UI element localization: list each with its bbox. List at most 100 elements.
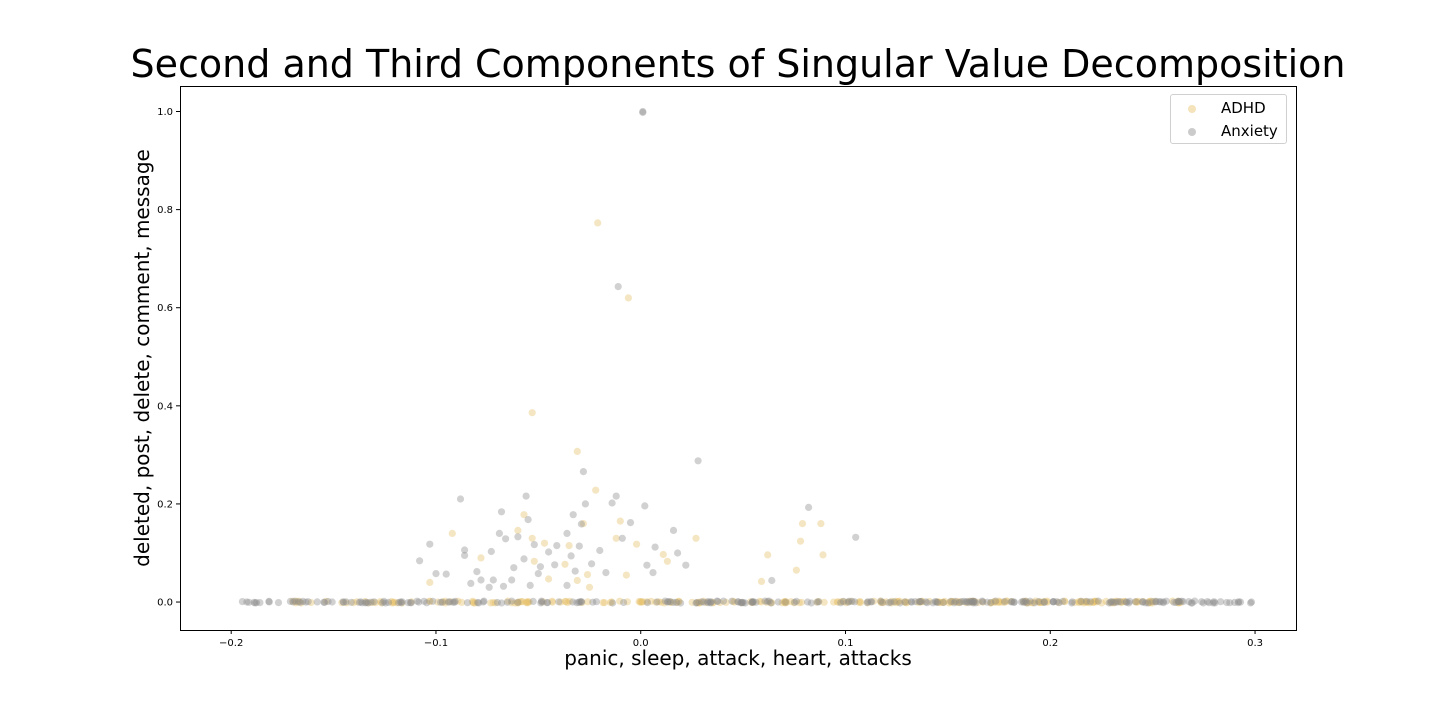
anxiety-baseline-point (1049, 598, 1058, 606)
adhd-baseline-point (639, 598, 647, 606)
anxiety-baseline-point (962, 598, 970, 606)
adhd-baseline-point (790, 599, 798, 607)
adhd-baseline-point (939, 598, 948, 607)
adhd-baseline-point (608, 598, 616, 606)
adhd-baseline-point (322, 597, 330, 605)
anxiety-baseline-point (748, 598, 756, 607)
anxiety-baseline-point (1199, 599, 1207, 607)
anxiety-baseline-point (767, 599, 775, 607)
anxiety-baseline-point (1049, 598, 1057, 606)
adhd-data-point (528, 534, 536, 542)
anxiety-baseline-point (867, 598, 875, 606)
anxiety-data-point (575, 542, 583, 550)
adhd-baseline-point (864, 599, 872, 607)
adhd-baseline-point (767, 599, 775, 607)
anxiety-baseline-point (950, 599, 958, 607)
anxiety-baseline-point (706, 598, 714, 606)
anxiety-baseline-point (1179, 598, 1187, 606)
anxiety-data-point (577, 520, 586, 528)
anxiety-baseline-point (968, 597, 977, 605)
anxiety-baseline-point (355, 598, 363, 607)
adhd-baseline-point (1000, 598, 1009, 607)
anxiety-baseline-point (1094, 597, 1102, 605)
adhd-baseline-point (377, 599, 385, 607)
anxiety-baseline-point (320, 598, 329, 607)
anxiety-baseline-point (1247, 599, 1255, 607)
anxiety-baseline-point (992, 597, 1000, 605)
anxiety-data-point (497, 508, 506, 516)
adhd-baseline-point (900, 598, 909, 606)
anxiety-baseline-point (265, 597, 273, 606)
x-tick-label: 0.3 (1247, 638, 1263, 649)
anxiety-baseline-point (868, 598, 876, 606)
anxiety-baseline-point (449, 598, 457, 606)
adhd-baseline-point (1090, 597, 1098, 605)
adhd-baseline-point (902, 599, 911, 607)
adhd-baseline-point (844, 598, 852, 606)
anxiety-data-point (563, 529, 571, 538)
anxiety-data-point (461, 546, 469, 554)
adhd-baseline-point (1061, 597, 1069, 605)
adhd-baseline-point (763, 598, 771, 606)
anxiety-baseline-point (845, 597, 853, 605)
anxiety-baseline-point (987, 598, 995, 607)
anxiety-baseline-point (407, 599, 415, 607)
anxiety-baseline-point (885, 599, 893, 607)
adhd-baseline-point (839, 598, 847, 606)
anxiety-baseline-point (537, 599, 545, 607)
adhd-baseline-point (289, 597, 297, 605)
adhd-baseline-point (1174, 599, 1182, 607)
anxiety-baseline-point (1247, 598, 1256, 606)
anxiety-baseline-point (1031, 599, 1039, 607)
adhd-baseline-point (716, 599, 724, 607)
anxiety-data-point (581, 500, 590, 508)
anxiety-baseline-point (573, 599, 581, 607)
adhd-baseline-point (729, 597, 737, 605)
adhd-baseline-point (514, 599, 522, 607)
anxiety-data-point (524, 516, 532, 524)
adhd-baseline-point (673, 598, 681, 607)
adhd-baseline-point (1002, 597, 1011, 605)
anxiety-data-point (639, 108, 647, 117)
anxiety-baseline-point (436, 598, 445, 606)
anxiety-baseline-point (666, 598, 674, 606)
anxiety-data-point (852, 533, 860, 541)
adhd-baseline-point (969, 598, 977, 606)
anxiety-baseline-point (620, 598, 628, 607)
anxiety-data-point (579, 468, 588, 476)
adhd-baseline-point (1041, 597, 1049, 606)
adhd-baseline-point (295, 597, 303, 605)
anxiety-baseline-point (939, 598, 948, 607)
anxiety-baseline-point (1077, 597, 1085, 606)
anxiety-baseline-point (367, 598, 375, 606)
anxiety-baseline-point (320, 598, 328, 606)
adhd-baseline-point (675, 598, 683, 606)
anxiety-baseline-point (1223, 598, 1231, 607)
adhd-baseline-point (798, 598, 806, 606)
anxiety-baseline-point (1234, 599, 1242, 607)
adhd-baseline-point (655, 598, 663, 606)
adhd-data-point (573, 576, 581, 585)
anxiety-baseline-point (1203, 598, 1211, 606)
anxiety-baseline-point (761, 597, 769, 605)
anxiety-data-point (805, 503, 813, 511)
anxiety-data-point (485, 583, 493, 591)
anxiety-data-point (522, 492, 530, 500)
adhd-baseline-point (948, 598, 957, 606)
adhd-baseline-point (1121, 598, 1129, 606)
adhd-baseline-point (834, 598, 842, 606)
adhd-baseline-point (696, 599, 704, 607)
adhd-baseline-point (936, 598, 944, 606)
adhd-baseline-point (709, 599, 717, 607)
anxiety-baseline-point (543, 599, 551, 607)
adhd-baseline-point (894, 598, 902, 606)
adhd-baseline-point (870, 597, 878, 605)
adhd-baseline-point (945, 599, 953, 607)
adhd-baseline-point (1083, 598, 1091, 607)
adhd-baseline-point (1151, 597, 1159, 606)
adhd-baseline-point (894, 598, 902, 606)
anxiety-baseline-point (1000, 597, 1009, 606)
adhd-baseline-point (892, 597, 900, 605)
adhd-baseline-point (748, 598, 756, 607)
x-tick-label: 0.1 (838, 638, 854, 649)
